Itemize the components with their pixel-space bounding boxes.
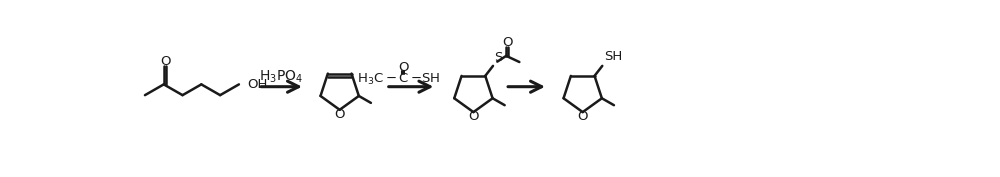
Text: S: S bbox=[494, 51, 503, 64]
Text: O: O bbox=[398, 61, 409, 74]
Text: OH: OH bbox=[247, 78, 268, 91]
Text: $\mathregular{C}$: $\mathregular{C}$ bbox=[398, 73, 409, 85]
Text: SH: SH bbox=[604, 50, 622, 63]
Text: $\mathregular{-SH}$: $\mathregular{-SH}$ bbox=[410, 73, 440, 85]
Text: O: O bbox=[334, 107, 345, 121]
Text: O: O bbox=[502, 36, 513, 49]
Text: $\mathregular{H_3PO_4}$: $\mathregular{H_3PO_4}$ bbox=[259, 68, 304, 85]
Text: O: O bbox=[577, 110, 588, 123]
Text: $\mathregular{H_3C-}$: $\mathregular{H_3C-}$ bbox=[357, 72, 397, 87]
Text: O: O bbox=[468, 110, 479, 123]
Text: O: O bbox=[161, 55, 171, 68]
